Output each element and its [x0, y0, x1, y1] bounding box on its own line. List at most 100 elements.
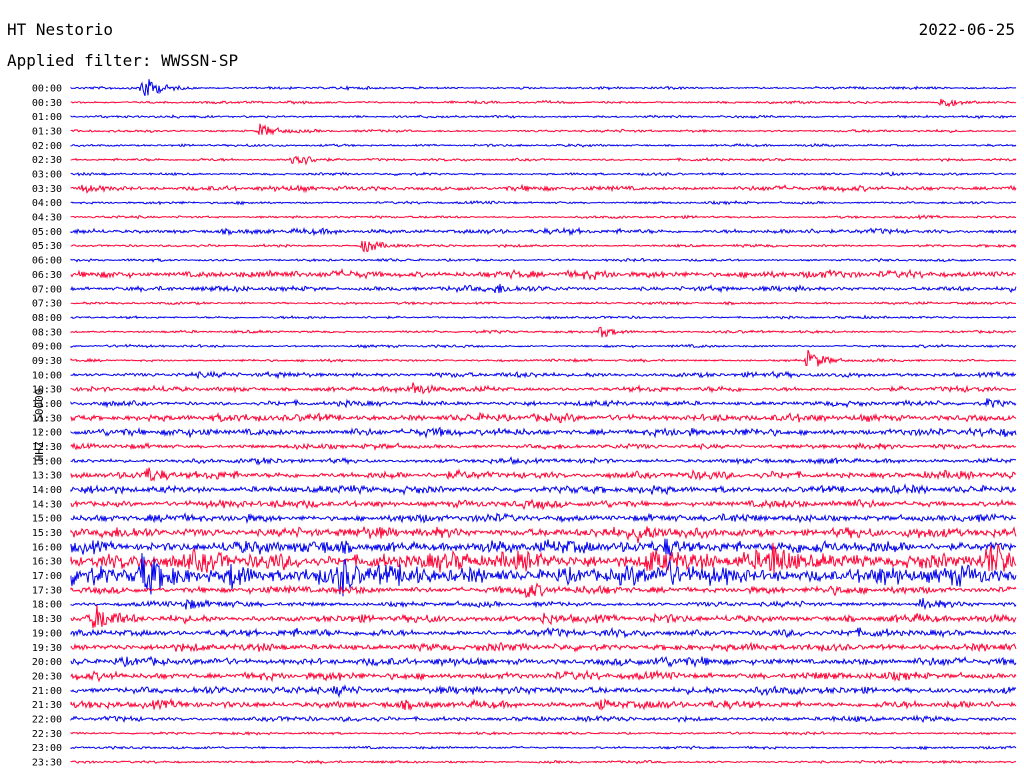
time-label-1330: 13:30 [32, 471, 62, 482]
date-label: 2022-06-25 [918, 20, 1015, 39]
trace-2030 [70, 669, 1017, 683]
trace-0700 [70, 283, 1017, 294]
trace-1700 [70, 553, 1017, 597]
time-label-2100: 21:00 [32, 686, 62, 697]
time-label-0800: 08:00 [32, 313, 62, 324]
time-label-0130: 01:30 [32, 127, 62, 138]
trace-2330 [70, 759, 1017, 765]
trace-0600 [70, 257, 1017, 263]
trace-1600 [70, 538, 1017, 557]
time-label-1930: 19:30 [32, 643, 62, 654]
trace-2230 [70, 730, 1017, 736]
station-title: HT Nestorio [7, 20, 113, 39]
trace-0930 [70, 349, 1017, 367]
trace-0830 [70, 326, 1017, 338]
trace-1430 [70, 498, 1017, 511]
time-label-1730: 17:30 [32, 585, 62, 596]
trace-0900 [70, 343, 1017, 349]
time-label-1430: 14:30 [32, 499, 62, 510]
time-label-0530: 05:30 [32, 241, 62, 252]
time-label-0900: 09:00 [32, 342, 62, 353]
trace-1330 [70, 467, 1017, 482]
trace-1500 [70, 512, 1017, 525]
time-label-0700: 07:00 [32, 284, 62, 295]
time-label-0630: 06:30 [32, 270, 62, 281]
time-label-1030: 10:30 [32, 385, 62, 396]
time-label-0500: 05:00 [32, 227, 62, 238]
trace-1300 [70, 456, 1017, 466]
time-label-1530: 15:30 [32, 528, 62, 539]
time-label-2300: 23:00 [32, 743, 62, 754]
time-label-0300: 03:00 [32, 170, 62, 181]
time-label-1300: 13:00 [32, 456, 62, 467]
trace-1030 [70, 382, 1017, 395]
trace-1630 [70, 542, 1017, 575]
time-label-1200: 12:00 [32, 428, 62, 439]
trace-0030 [70, 98, 1017, 108]
time-label-1900: 19:00 [32, 628, 62, 639]
time-label-0000: 00:00 [32, 84, 62, 95]
time-label-1130: 11:30 [32, 413, 62, 424]
time-label-2000: 20:00 [32, 657, 62, 668]
trace-2200 [70, 714, 1017, 724]
time-labels: 00:00 00:30 01:00 01:30 02:00 02:30 03:00 03:30… [32, 84, 62, 769]
trace-2300 [70, 745, 1017, 751]
time-label-0600: 06:00 [32, 256, 62, 267]
trace-0800 [70, 314, 1016, 320]
trace-0100 [70, 114, 1017, 120]
trace-0530 [70, 240, 1017, 253]
time-label-2130: 21:30 [32, 700, 62, 711]
trace-1230 [70, 441, 1017, 452]
trace-0230 [70, 155, 1017, 166]
trace-0430 [70, 213, 1017, 221]
trace-1400 [70, 483, 1017, 496]
time-label-0030: 00:30 [32, 98, 62, 109]
trace-2000 [70, 655, 1017, 668]
time-label-0330: 03:30 [32, 184, 62, 195]
trace-0330 [70, 183, 1017, 194]
trace-1800 [70, 598, 1017, 611]
time-label-0200: 02:00 [32, 141, 62, 152]
trace-2100 [70, 684, 1017, 699]
time-label-1600: 16:00 [32, 542, 62, 553]
time-label-1100: 11:00 [32, 399, 62, 410]
time-label-1800: 18:00 [32, 600, 62, 611]
trace-0500 [70, 226, 1017, 237]
time-label-1000: 10:00 [32, 370, 62, 381]
time-label-0100: 01:00 [32, 112, 62, 123]
trace-1930 [70, 641, 1017, 653]
trace-0000 [70, 79, 1017, 96]
filter-label: Applied filter: WWSSN-SP [7, 51, 239, 70]
time-label-1630: 16:30 [32, 557, 62, 568]
time-label-1230: 12:30 [32, 442, 62, 453]
trace-1000 [70, 370, 1017, 380]
trace-0200 [70, 142, 1017, 148]
time-label-0400: 04:00 [32, 198, 62, 209]
trace-1900 [70, 626, 1017, 639]
time-label-0930: 09:30 [32, 356, 62, 367]
time-label-1700: 17:00 [32, 571, 62, 582]
time-label-2330: 23:30 [32, 757, 62, 768]
trace-0130 [70, 123, 1017, 136]
time-label-1400: 14:00 [32, 485, 62, 496]
trace-1130 [70, 411, 1017, 424]
trace-1530 [70, 526, 1017, 544]
time-label-1830: 18:30 [32, 614, 62, 625]
time-label-2030: 20:30 [32, 671, 62, 682]
trace-0300 [70, 170, 1017, 177]
trace-0730 [70, 300, 1017, 306]
trace-2130 [70, 697, 1017, 711]
time-label-2230: 22:30 [32, 729, 62, 740]
time-label-0730: 07:30 [32, 299, 62, 310]
trace-1730 [70, 582, 1017, 599]
trace-lines [70, 79, 1017, 765]
time-label-0830: 08:30 [32, 327, 62, 338]
trace-1830 [70, 605, 1017, 629]
trace-1100 [70, 398, 1017, 409]
trace-0400 [70, 200, 1017, 206]
time-label-0430: 04:30 [32, 213, 62, 224]
time-label-0230: 02:30 [32, 155, 62, 166]
trace-0630 [70, 267, 1017, 281]
time-label-2200: 22:00 [32, 714, 62, 725]
